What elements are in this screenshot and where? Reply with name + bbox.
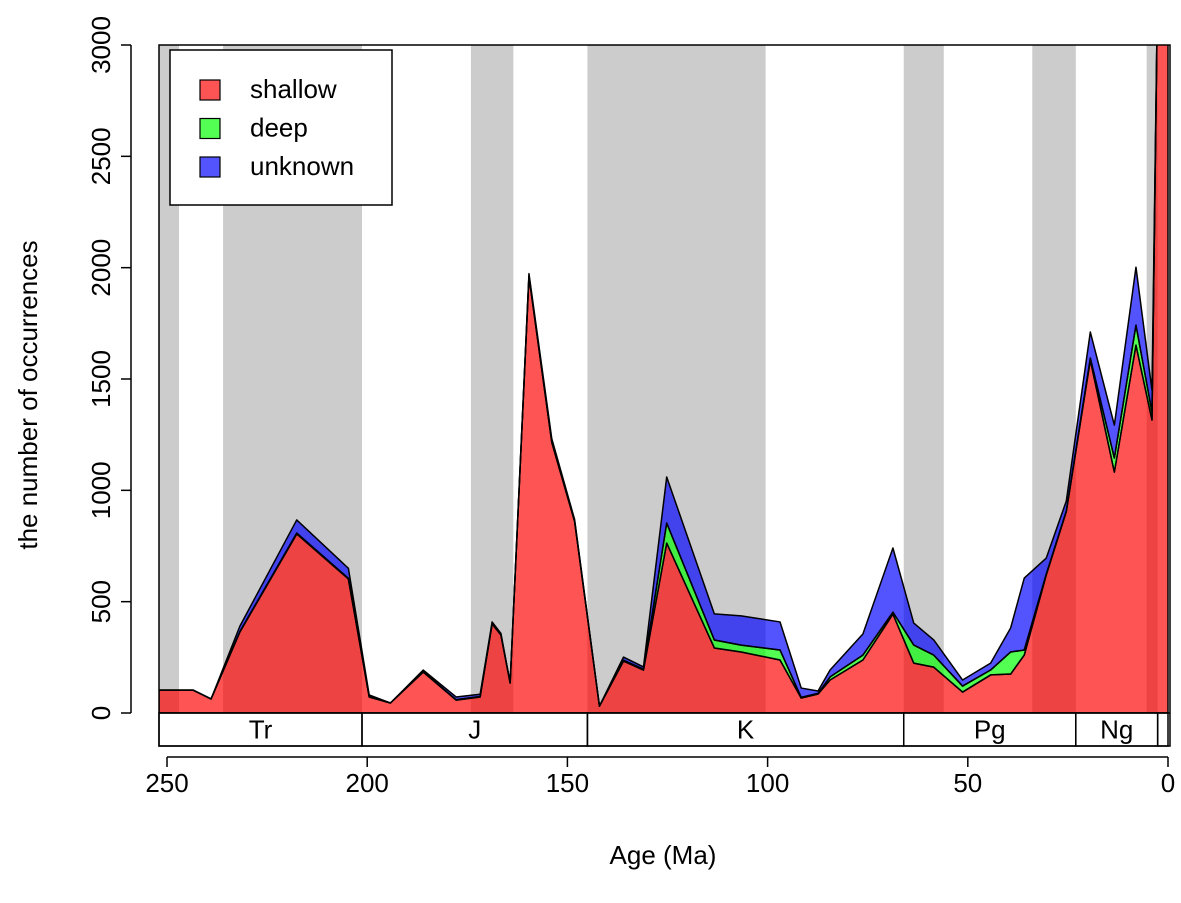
x-tick-label: 0 — [1161, 768, 1175, 798]
period-label: Ng — [1100, 714, 1133, 744]
legend-label: shallow — [250, 74, 337, 104]
y-tick-label: 3000 — [86, 16, 116, 74]
y-tick-label: 0 — [86, 706, 116, 720]
period-label: K — [737, 714, 755, 744]
x-tick-label: 250 — [145, 768, 188, 798]
legend-swatch — [199, 117, 221, 140]
y-tick-label: 1000 — [86, 461, 116, 519]
legend-label: deep — [250, 112, 308, 142]
area — [159, 45, 1158, 707]
period-label: Pg — [974, 714, 1006, 744]
x-tick-label: 100 — [746, 768, 789, 798]
y-tick-label: 500 — [86, 580, 116, 623]
y-tick-label: 1500 — [86, 350, 116, 408]
y-axis-label: the number of occurrences — [13, 240, 43, 549]
period-label: Tr — [249, 714, 273, 744]
stage-band — [470, 45, 514, 713]
legend-swatch — [199, 79, 221, 101]
x-tick-label: 50 — [953, 768, 982, 798]
stage-band — [903, 45, 944, 713]
x-axis-label: Age (Ma) — [610, 840, 717, 870]
period-label: J — [468, 714, 481, 744]
y-tick-label: 2000 — [86, 239, 116, 297]
legend-swatch — [199, 156, 221, 178]
y-tick-label: 2500 — [86, 127, 116, 185]
x-tick-label: 200 — [346, 768, 389, 798]
period-box — [1156, 712, 1169, 747]
legend-label: unknown — [250, 151, 354, 181]
x-tick-label: 150 — [546, 768, 589, 798]
areas — [159, 45, 1169, 713]
stage-band — [159, 45, 180, 713]
